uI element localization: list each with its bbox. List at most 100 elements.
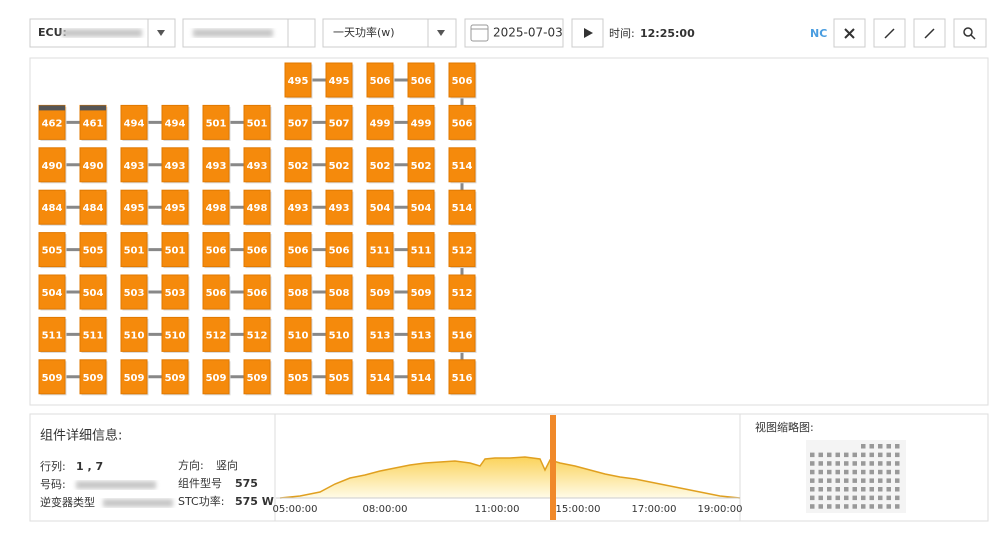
solar-panel[interactable] [366, 316, 394, 352]
solar-panel[interactable] [407, 359, 435, 395]
solar-panel[interactable] [407, 232, 435, 268]
nc-button[interactable]: NC [810, 27, 827, 40]
shrink-button[interactable] [873, 18, 906, 48]
solar-panel[interactable] [202, 359, 230, 395]
panel-value: 513 [370, 330, 391, 341]
solar-panel[interactable] [366, 104, 394, 140]
solar-panel[interactable] [120, 104, 148, 140]
solar-panel[interactable] [161, 359, 189, 395]
solar-panel[interactable] [448, 62, 476, 98]
solar-panel[interactable] [38, 104, 66, 140]
solar-panel[interactable] [284, 62, 312, 98]
solar-panel[interactable] [38, 316, 66, 352]
power-select[interactable]: 一天功率(w) [322, 18, 457, 48]
thumbnail-dot [810, 478, 815, 483]
solar-panel[interactable] [448, 274, 476, 310]
panel-value: 506 [452, 76, 473, 87]
solar-panel[interactable] [325, 232, 353, 268]
solar-panel[interactable] [243, 189, 271, 225]
solar-panel[interactable] [120, 232, 148, 268]
solar-panel[interactable] [325, 274, 353, 310]
solar-panel[interactable] [38, 359, 66, 395]
solar-panel[interactable] [243, 316, 271, 352]
solar-panel[interactable] [38, 189, 66, 225]
panel-value: 507 [329, 118, 350, 129]
solar-panel[interactable] [284, 316, 312, 352]
solar-panel[interactable] [243, 232, 271, 268]
solar-panel[interactable] [284, 104, 312, 140]
solar-panel[interactable] [79, 147, 107, 183]
model-label: 组件型号 [178, 476, 222, 490]
solar-panel[interactable] [161, 274, 189, 310]
solar-panel[interactable] [243, 359, 271, 395]
solar-panel[interactable] [38, 232, 66, 268]
solar-panel[interactable] [120, 359, 148, 395]
date-picker[interactable]: 2025-07-03 [464, 18, 564, 48]
solar-panel[interactable] [243, 274, 271, 310]
solar-panel[interactable] [161, 189, 189, 225]
solar-panel[interactable] [448, 232, 476, 268]
solar-panel[interactable] [284, 189, 312, 225]
solar-panel[interactable] [120, 316, 148, 352]
solar-panel[interactable] [243, 104, 271, 140]
solar-panel[interactable] [161, 232, 189, 268]
solar-panel[interactable] [325, 104, 353, 140]
solar-panel[interactable] [284, 359, 312, 395]
solar-panel[interactable] [161, 104, 189, 140]
time-marker[interactable] [550, 415, 556, 520]
solar-panel[interactable] [407, 189, 435, 225]
solar-panel[interactable] [366, 189, 394, 225]
solar-panel[interactable] [448, 316, 476, 352]
solar-panel[interactable] [120, 274, 148, 310]
solar-panel[interactable] [407, 147, 435, 183]
solar-panel[interactable] [202, 232, 230, 268]
solar-panel[interactable] [448, 147, 476, 183]
solar-panel[interactable] [284, 274, 312, 310]
solar-panel[interactable] [366, 147, 394, 183]
ecu-select[interactable]: ECU: [29, 18, 176, 48]
solar-panel[interactable] [407, 274, 435, 310]
solar-panel[interactable] [366, 274, 394, 310]
solar-panel[interactable] [202, 104, 230, 140]
solar-panel[interactable] [448, 189, 476, 225]
solar-panel[interactable] [407, 316, 435, 352]
solar-panel[interactable] [202, 274, 230, 310]
search-button[interactable] [953, 18, 987, 48]
solar-panel[interactable] [366, 62, 394, 98]
solar-panel[interactable] [120, 189, 148, 225]
play-button[interactable] [571, 18, 604, 48]
solar-panel[interactable] [407, 104, 435, 140]
solar-panel[interactable] [79, 316, 107, 352]
solar-panel[interactable] [79, 189, 107, 225]
solar-panel[interactable] [38, 147, 66, 183]
solar-panel[interactable] [325, 62, 353, 98]
solar-panel[interactable] [284, 147, 312, 183]
solar-panel[interactable] [161, 316, 189, 352]
solar-panel[interactable] [325, 189, 353, 225]
thumbnail-dot [869, 469, 874, 475]
solar-panel[interactable] [325, 359, 353, 395]
solar-panel[interactable] [284, 232, 312, 268]
solar-panel[interactable] [79, 274, 107, 310]
solar-panel[interactable] [243, 147, 271, 183]
solar-panel[interactable] [448, 359, 476, 395]
solar-panel[interactable] [202, 147, 230, 183]
solar-panel[interactable] [79, 104, 107, 140]
inverter-select[interactable] [182, 18, 316, 48]
expand-button[interactable] [913, 18, 946, 48]
solar-panel[interactable] [202, 316, 230, 352]
solar-panel[interactable] [79, 359, 107, 395]
fit-button[interactable] [833, 18, 866, 48]
solar-panel[interactable] [161, 147, 189, 183]
solar-panel[interactable] [407, 62, 435, 98]
solar-panel[interactable] [120, 147, 148, 183]
solar-panel[interactable] [325, 316, 353, 352]
solar-panel[interactable] [366, 359, 394, 395]
solar-panel[interactable] [448, 104, 476, 140]
panel-value: 501 [206, 118, 227, 129]
solar-panel[interactable] [79, 232, 107, 268]
solar-panel[interactable] [366, 232, 394, 268]
solar-panel[interactable] [38, 274, 66, 310]
solar-panel[interactable] [325, 147, 353, 183]
solar-panel[interactable] [202, 189, 230, 225]
